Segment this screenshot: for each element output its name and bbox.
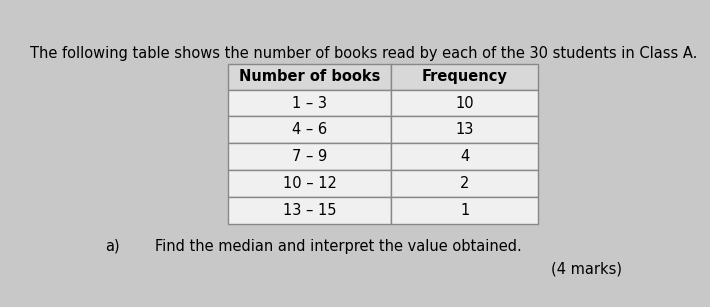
Text: The following table shows the number of books read by each of the 30 students in: The following table shows the number of … bbox=[31, 46, 697, 61]
Text: 1 – 3: 1 – 3 bbox=[292, 95, 327, 111]
Text: a): a) bbox=[105, 239, 120, 254]
Bar bbox=[228, 143, 391, 170]
Text: (4 marks): (4 marks) bbox=[552, 262, 623, 277]
Text: 2: 2 bbox=[460, 176, 469, 191]
Text: Number of books: Number of books bbox=[239, 69, 381, 84]
Bar bbox=[391, 170, 538, 197]
Text: 4 – 6: 4 – 6 bbox=[292, 122, 327, 138]
Bar bbox=[391, 116, 538, 143]
Text: 7 – 9: 7 – 9 bbox=[292, 149, 327, 164]
Text: 13: 13 bbox=[455, 122, 474, 138]
Text: 10: 10 bbox=[455, 95, 474, 111]
Bar bbox=[228, 170, 391, 197]
Bar bbox=[228, 116, 391, 143]
Bar bbox=[228, 90, 391, 116]
Text: 10 – 12: 10 – 12 bbox=[283, 176, 337, 191]
Bar bbox=[391, 90, 538, 116]
Text: 4: 4 bbox=[460, 149, 469, 164]
Bar bbox=[228, 197, 391, 224]
Text: Frequency: Frequency bbox=[422, 69, 508, 84]
Text: 13 – 15: 13 – 15 bbox=[283, 203, 337, 218]
Text: 1: 1 bbox=[460, 203, 469, 218]
Bar bbox=[391, 143, 538, 170]
Text: Find the median and interpret the value obtained.: Find the median and interpret the value … bbox=[155, 239, 522, 254]
Bar bbox=[228, 64, 391, 90]
Bar bbox=[391, 64, 538, 90]
Bar bbox=[391, 197, 538, 224]
